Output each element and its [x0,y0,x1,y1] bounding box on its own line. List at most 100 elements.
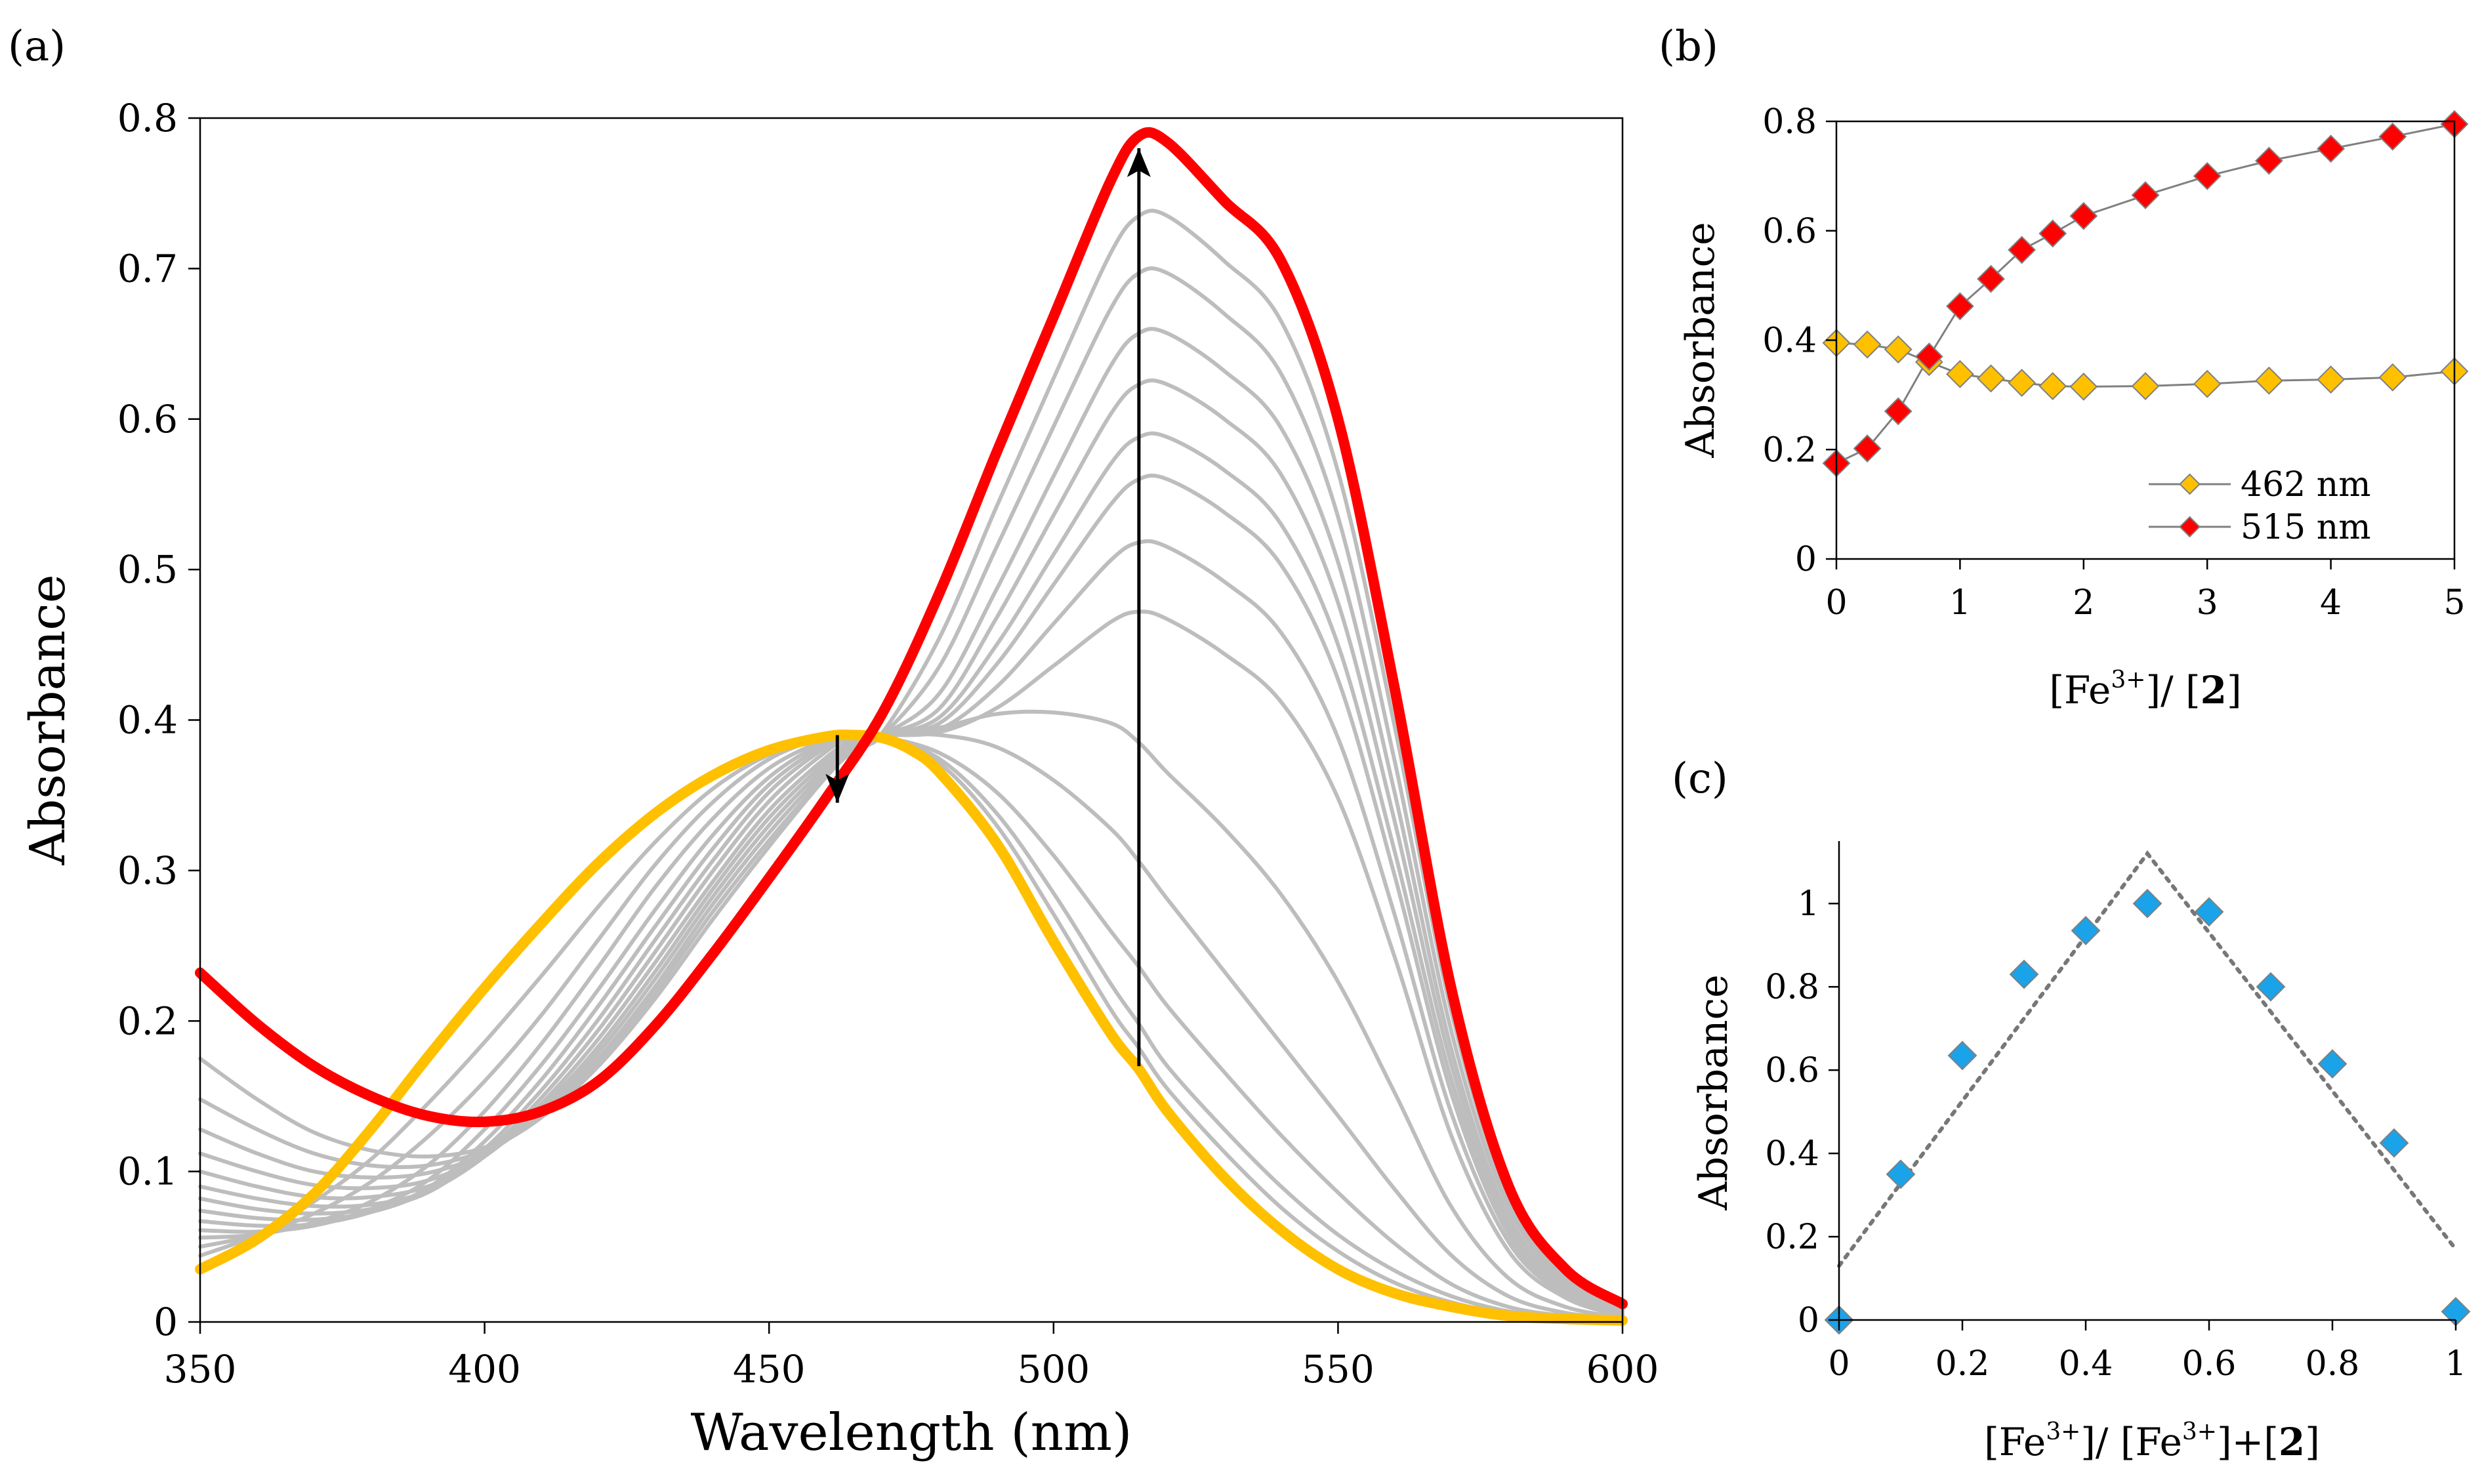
b-point-0 [1977,364,2005,393]
panel-b-y-axis-label: Absorbance [1678,222,1724,458]
a-ytick-label: 0.6 [117,397,178,442]
panel-a-chart: 350 400 450 500 550 600 0 0.1 0.2 0.3 0.4 0.5 0.6 0.7… [20,96,1659,1462]
b-xtick-label: 1 [1949,583,1971,623]
b-point-0 [2131,372,2160,400]
b-point-0 [2378,363,2407,392]
a-xtick-label: 600 [1586,1347,1659,1391]
a-ytick-label: 0.2 [117,999,178,1043]
spectrum-line-initial [195,729,1628,1326]
panel-b-chart: 0 1 2 3 4 5 0 0.2 0.4 0.6 0.8 462 nm 515 nm [Fe3+]… [1678,102,2469,712]
b-point-1 [1853,434,1882,463]
b-point-1 [1914,342,1943,371]
b-point-0 [2008,369,2037,397]
b-point-0 [2069,372,2098,401]
b-xtick-label: 0 [1825,583,1847,623]
c-xtick-label: 1 [2445,1344,2466,1384]
panel-c-y-axis-label: Absorbance [1691,974,1737,1210]
a-ytick-label: 0.3 [117,848,178,893]
c-ytick-label: 0 [1798,1301,1819,1340]
b-point-1 [1945,292,1974,321]
c-ytick-label: 0.8 [1765,968,1819,1007]
a-ytick-label: 0 [154,1300,178,1344]
a-ytick-label: 0.1 [117,1149,178,1194]
panel-a-x-axis-label: Wavelength (nm) [691,1403,1132,1462]
b-point-0 [2038,372,2067,400]
a-xtick-label: 350 [164,1347,237,1391]
arrow-head-down [825,773,850,803]
b-point-0 [2254,366,2283,395]
panel-c-x-axis-label: [Fe3+]/ [Fe3+]+[2] [1984,1418,2320,1464]
b-point-1 [2131,181,2160,209]
b-ytick-label: 0.8 [1762,102,1817,142]
b-xtick-label: 4 [2320,583,2342,623]
c-xtick-label: 0 [1828,1344,1850,1384]
c-point [1886,1159,1916,1189]
legend-label-515: 515 nm [2241,508,2371,547]
b-point-0 [1884,335,1913,364]
spectrum-line-6 [198,431,1624,1315]
a-ytick-label: 0.8 [117,96,178,140]
b-xtick-label: 5 [2443,583,2465,623]
b-ytick-label: 0.6 [1762,212,1817,251]
legend-marker-462 [2179,473,2201,495]
b-point-1 [2193,161,2222,190]
c-xtick-label: 0.6 [2182,1344,2237,1384]
c-xtick-label: 0.8 [2306,1344,2360,1384]
c-point [2379,1128,2409,1158]
spectrum-line-7 [198,473,1624,1317]
b-point-1 [2008,236,2037,264]
arrow-head-up [1127,148,1151,177]
b-point-0 [1853,330,1882,359]
panel-b-legend: 462 nm 515 nm [2149,465,2371,547]
c-ytick-label: 0.4 [1765,1134,1819,1174]
a-ytick-label: 0.4 [117,698,178,743]
spectrum-line-13 [198,731,1624,1323]
c-fit-line [1837,850,2458,1268]
c-ytick-label: 0.2 [1765,1218,1819,1257]
b-point-0 [2193,369,2222,398]
b-point-1 [2317,134,2346,163]
spectrum-line-9 [198,609,1624,1318]
b-ytick-label: 0.4 [1762,321,1817,361]
c-point [1947,1041,1977,1071]
a-xtick-label: 550 [1302,1347,1375,1391]
spectrum-line-10 [198,709,1624,1320]
c-point [2009,959,2039,989]
legend-marker-515 [2179,516,2201,538]
b-ytick-label: 0 [1795,540,1817,579]
b-point-1 [2069,201,2098,230]
c-xtick-label: 0.4 [2059,1344,2113,1384]
spectrum-line-11 [198,731,1624,1321]
spectrum-line-8 [198,539,1624,1317]
c-point [2256,972,2286,1002]
panel-c-chart: 0 0.2 0.4 0.6 0.8 1 0 0.2 0.4 0.6 0.8 1 [Fe3+]/ [Fe… [1691,841,2471,1464]
b-point-0 [1945,360,1974,388]
panel-label-a: (a) [8,22,66,71]
c-point [2194,897,2224,927]
panel-a-y-axis-label: Absorbance [20,574,76,865]
b-point-1 [2378,122,2407,151]
b-ytick-label: 0.2 [1762,430,1817,470]
c-point [2317,1049,2348,1079]
c-ytick-label: 0.6 [1765,1051,1819,1090]
b-point-1 [1977,264,2005,293]
spectrum-line-4 [198,327,1624,1312]
c-ytick-label: 1 [1798,884,1819,924]
b-point-1 [1884,397,1913,426]
spectrum-line-12 [198,731,1624,1323]
c-point [2132,888,2162,918]
b-point-1 [2254,146,2283,175]
panel-label-b: (b) [1659,22,1718,71]
a-ytick-label: 0.5 [117,547,178,592]
spectrum-line-final [195,127,1628,1309]
b-point-1 [2038,219,2067,248]
b-xtick-label: 3 [2197,583,2218,623]
legend-label-462: 462 nm [2241,465,2371,505]
b-series-line-1 [1836,123,2455,464]
c-point [2071,916,2101,945]
b-point-0 [2317,365,2346,394]
panel-label-c: (c) [1672,754,1728,803]
a-xtick-label: 400 [448,1347,521,1391]
c-xtick-label: 0.2 [1935,1344,1990,1384]
